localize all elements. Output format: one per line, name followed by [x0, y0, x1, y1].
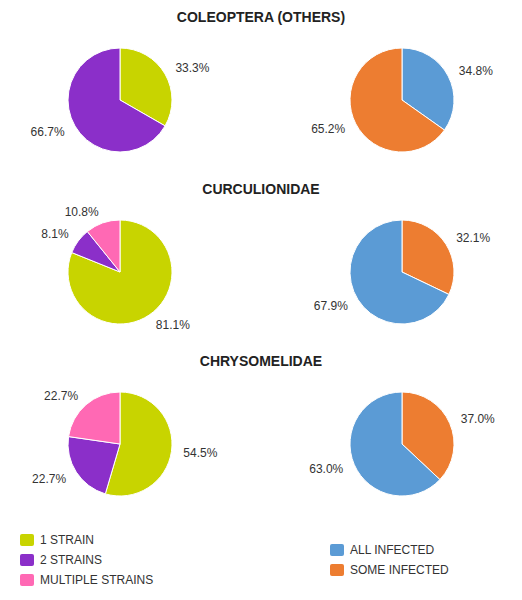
slice — [350, 48, 444, 152]
pie — [350, 392, 454, 496]
slice — [350, 220, 449, 324]
data-label: 34.8% — [459, 64, 493, 78]
slice — [68, 48, 165, 152]
title: CHRYSOMELIDAE — [200, 353, 322, 369]
legend-swatch — [20, 554, 34, 566]
data-label: 67.9% — [314, 299, 348, 313]
data-label: 22.7% — [32, 472, 66, 486]
pie — [68, 392, 172, 496]
slice — [68, 220, 172, 324]
legend: 1 STRAIN 2 STRAINS MULTIPLE STRAINS — [20, 533, 153, 587]
slice — [68, 437, 120, 494]
chart: COLEOPTERA (OTHERS) 33.3% 66.7% 34.8% 65.2% C… — [0, 0, 522, 600]
title: COLEOPTERA (OTHERS) — [177, 9, 345, 25]
data-label: 32.1% — [456, 231, 490, 245]
legend-label: SOME INFECTED — [350, 563, 449, 577]
data-label: 22.7% — [44, 389, 78, 403]
data-label: 81.1% — [156, 318, 190, 332]
data-label: 63.0% — [309, 462, 343, 476]
data-label: 10.8% — [65, 205, 99, 219]
data-label: 66.7% — [31, 125, 65, 139]
data-label: 65.2% — [311, 122, 345, 136]
slice — [87, 220, 120, 272]
data-label: 54.5% — [183, 446, 217, 460]
legend-swatch — [330, 564, 344, 576]
title: CURCULIONIDAE — [202, 181, 319, 197]
pie — [350, 48, 454, 152]
legend-label: 2 STRAINS — [40, 553, 102, 567]
slice — [350, 392, 440, 496]
data-label: 33.3% — [175, 61, 209, 75]
data-label: 8.1% — [41, 227, 69, 241]
legend-label: ALL INFECTED — [350, 543, 435, 557]
pie — [68, 48, 172, 152]
legend-swatch — [330, 544, 344, 556]
data-label: 37.0% — [461, 412, 495, 426]
pie — [350, 220, 454, 324]
legend: ALL INFECTED SOME INFECTED — [330, 543, 449, 577]
legend-swatch — [20, 574, 34, 586]
legend-swatch — [20, 534, 34, 546]
pie — [68, 220, 172, 324]
legend-label: MULTIPLE STRAINS — [40, 573, 153, 587]
legend-label: 1 STRAIN — [40, 533, 94, 547]
